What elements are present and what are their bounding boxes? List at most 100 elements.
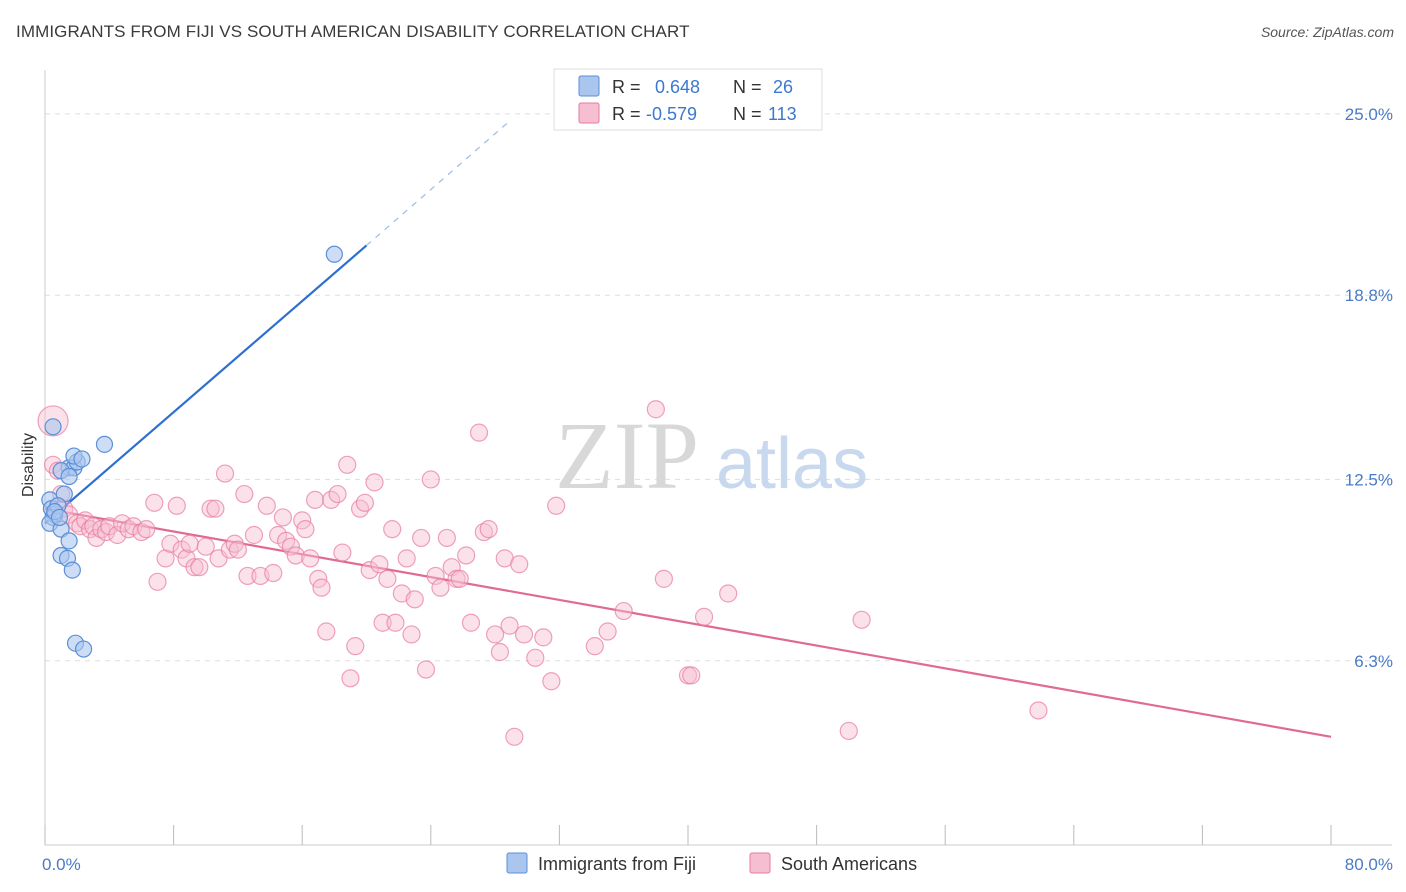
south-point bbox=[694, 607, 714, 626]
south-point bbox=[510, 555, 529, 574]
south-point bbox=[257, 496, 276, 515]
south-point bbox=[96, 522, 116, 542]
legend-fiji-swatch bbox=[506, 852, 528, 874]
south-point bbox=[264, 563, 283, 583]
south-point bbox=[215, 464, 235, 483]
south-point bbox=[277, 531, 296, 550]
south-point bbox=[486, 625, 505, 644]
south-point bbox=[534, 628, 553, 647]
south-point bbox=[547, 496, 566, 515]
south-point bbox=[317, 622, 336, 641]
south-point bbox=[646, 400, 665, 419]
fiji-point bbox=[63, 561, 81, 579]
fiji-point bbox=[325, 245, 343, 263]
south-point bbox=[402, 625, 421, 644]
south-point bbox=[598, 622, 617, 641]
south-point bbox=[386, 613, 405, 632]
south-point bbox=[132, 522, 151, 542]
south-point bbox=[431, 578, 450, 597]
axes bbox=[44, 70, 1392, 846]
watermark-zip: ZIP bbox=[555, 402, 699, 509]
y-tick-label: 25.0% bbox=[1345, 105, 1393, 124]
south-point bbox=[412, 528, 431, 548]
south-point bbox=[286, 546, 305, 565]
south-point bbox=[457, 546, 476, 565]
south-point bbox=[333, 543, 352, 562]
legend-n-label-fiji: N = bbox=[733, 77, 762, 97]
south-swatch bbox=[578, 102, 600, 124]
south-point bbox=[355, 493, 374, 512]
south-point bbox=[378, 569, 397, 588]
fiji-point bbox=[73, 450, 91, 468]
south-point bbox=[201, 499, 220, 518]
south-point bbox=[87, 528, 106, 548]
south-point bbox=[1029, 701, 1048, 720]
south-point bbox=[161, 534, 180, 553]
south-point bbox=[852, 610, 871, 629]
south-point bbox=[500, 616, 519, 635]
legend-n-value-fiji: 26 bbox=[773, 77, 793, 97]
south-point bbox=[365, 473, 384, 492]
south-point bbox=[338, 455, 357, 474]
chart-title: IMMIGRANTS FROM FIJI VS SOUTH AMERICAN D… bbox=[16, 22, 690, 41]
legend-r-value-fiji: 0.648 bbox=[655, 77, 700, 97]
south-point bbox=[490, 642, 510, 662]
fiji-point bbox=[60, 532, 78, 550]
stats-legend: R = 0.648 N = 26 R = -0.579 N = 113 bbox=[553, 68, 823, 131]
south-point bbox=[839, 721, 858, 741]
series-legend: Immigrants from Fiji South Americans bbox=[506, 852, 917, 874]
trend-lines bbox=[44, 119, 1332, 738]
south-point bbox=[244, 525, 264, 545]
y-tick-label: 6.3% bbox=[1354, 652, 1393, 671]
south-point bbox=[505, 727, 524, 746]
legend-n-label-south: N = bbox=[733, 104, 762, 124]
fiji-point bbox=[44, 418, 62, 436]
fiji-points bbox=[41, 245, 343, 658]
y-tick-labels: 6.3% 12.5% 18.8% 25.0% bbox=[1345, 105, 1393, 671]
y-tick-label: 18.8% bbox=[1345, 286, 1393, 305]
south-point bbox=[156, 549, 175, 568]
grid-lines bbox=[45, 113, 1392, 662]
fiji-trend-line bbox=[44, 244, 368, 525]
legend-r-label-fiji: R = bbox=[612, 77, 641, 97]
legend-n-value-south: 113 bbox=[768, 104, 797, 124]
south-point bbox=[167, 496, 186, 515]
south-point bbox=[373, 613, 392, 632]
source-label: Source: ZipAtlas.com bbox=[1260, 24, 1394, 40]
south-point bbox=[416, 660, 436, 679]
south-point bbox=[148, 572, 167, 591]
south-point bbox=[328, 484, 347, 504]
fiji-point bbox=[95, 435, 114, 453]
fiji-point bbox=[60, 467, 78, 486]
south-point bbox=[370, 555, 389, 574]
south-point bbox=[225, 534, 244, 553]
south-point bbox=[719, 584, 738, 603]
south-point bbox=[145, 493, 164, 512]
fiji-trend-extension bbox=[366, 119, 512, 246]
south-point bbox=[228, 540, 247, 559]
south-point bbox=[397, 549, 416, 568]
south-trend-line bbox=[44, 507, 1332, 738]
south-point bbox=[301, 549, 320, 568]
legend-r-label-south: R = bbox=[612, 104, 641, 124]
south-point bbox=[654, 569, 673, 588]
south-americans-points bbox=[37, 400, 1048, 746]
south-point bbox=[341, 669, 360, 688]
south-point bbox=[180, 534, 199, 553]
south-point bbox=[360, 560, 379, 580]
south-point bbox=[312, 578, 331, 597]
legend-fiji-label: Immigrants from Fiji bbox=[538, 854, 696, 874]
south-point bbox=[682, 666, 701, 685]
south-point bbox=[405, 590, 424, 609]
south-point bbox=[137, 520, 156, 539]
south-point bbox=[190, 558, 209, 577]
south-point bbox=[235, 484, 254, 504]
y-tick-label: 12.5% bbox=[1345, 470, 1393, 489]
x-tick-label-max: 80.0% bbox=[1345, 855, 1393, 874]
south-point bbox=[461, 613, 481, 632]
south-point bbox=[542, 672, 561, 691]
south-point bbox=[185, 558, 204, 577]
south-point bbox=[585, 637, 604, 656]
legend-south-label: South Americans bbox=[781, 854, 917, 874]
